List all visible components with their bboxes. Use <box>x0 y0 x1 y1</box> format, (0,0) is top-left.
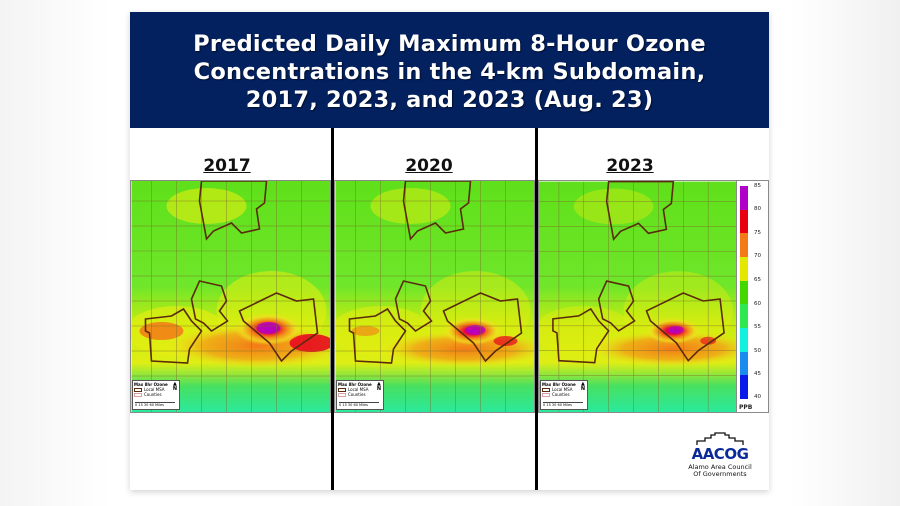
color-scale-legend: 85 80 75 70 65 60 55 50 45 40 PPB <box>736 180 769 413</box>
color-scale-bands <box>740 186 748 400</box>
north-arrow-icon: ▲ N <box>580 381 585 392</box>
panel-divider <box>535 128 538 490</box>
county-swatch <box>338 392 346 397</box>
panel-divider <box>331 128 334 490</box>
title-banner: Predicted Daily Maximum 8-Hour Ozone Con… <box>130 12 769 128</box>
map-legend: Max 8hr Ozone Local MSA Counties ▲ N 0 15… <box>540 380 588 410</box>
panel-label-2020: 2020 <box>405 156 453 176</box>
ozone-field <box>131 181 330 412</box>
slide: Predicted Daily Maximum 8-Hour Ozone Con… <box>130 12 769 490</box>
ozone-map-2020: Max 8hr Ozone Local MSA Counties ▲ N 0 15… <box>334 180 535 413</box>
aacog-logo: AACOG Alamo Area Council Of Governments <box>675 432 765 484</box>
north-arrow-icon: ▲ N <box>172 381 177 392</box>
ozone-map-2017: Max 8hr Ozone Local MSA Counties ▲ N 0 15… <box>130 180 331 413</box>
ozone-field <box>335 181 534 412</box>
scale-bar: 0 15 30 60 Miles <box>135 402 175 408</box>
logo-wordmark: AACOG <box>691 445 749 463</box>
ozone-map-2023: Max 8hr Ozone Local MSA Counties ▲ N 0 15… <box>538 180 737 413</box>
alamo-roofline-icon <box>696 432 744 445</box>
msa-swatch <box>542 387 550 392</box>
county-swatch <box>134 392 142 397</box>
county-swatch <box>542 392 550 397</box>
panel-label-2017: 2017 <box>203 156 251 176</box>
ozone-field <box>539 181 736 412</box>
north-arrow-icon: ▲ N <box>376 381 381 392</box>
panel-label-2023: 2023 <box>606 156 654 176</box>
scale-bar: 0 15 30 60 Miles <box>339 402 379 408</box>
msa-swatch <box>134 387 142 392</box>
map-legend: Max 8hr Ozone Local MSA Counties ▲ N 0 15… <box>132 380 180 410</box>
slide-title: Predicted Daily Maximum 8-Hour Ozone Con… <box>193 31 706 113</box>
msa-swatch <box>338 387 346 392</box>
map-legend: Max 8hr Ozone Local MSA Counties ▲ N 0 15… <box>336 380 384 410</box>
scale-bar: 0 15 30 60 Miles <box>543 402 583 408</box>
